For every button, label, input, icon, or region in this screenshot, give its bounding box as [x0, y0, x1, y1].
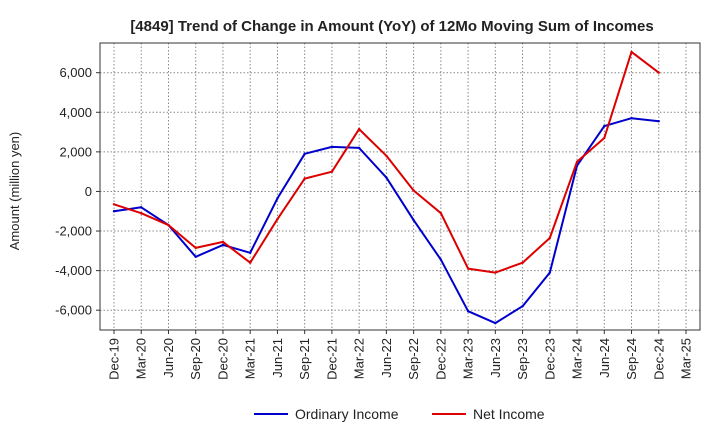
- chart-title: [4849] Trend of Change in Amount (YoY) o…: [130, 18, 653, 35]
- y-tick-label: 2,000: [59, 144, 92, 159]
- data-point-net-income: [221, 240, 225, 244]
- data-point-net-income: [521, 261, 524, 264]
- y-axis-label: Amount (million yen): [7, 132, 22, 251]
- data-point-net-income: [303, 177, 306, 180]
- data-point-net-income: [140, 212, 143, 215]
- data-point-ordinary-income: [494, 321, 497, 325]
- data-point-ordinary-income: [112, 210, 116, 213]
- data-point-net-income: [112, 203, 116, 206]
- data-point-net-income: [385, 154, 388, 158]
- y-axis-ticks: -6,000 -4,000 -2,000 0 2,000 4,000 6,000: [55, 65, 100, 318]
- data-point-ordinary-income: [630, 117, 633, 120]
- x-tick-label: Dec-23: [542, 338, 557, 380]
- data-point-ordinary-income: [603, 124, 606, 128]
- x-tick-label: Mar-25: [679, 338, 694, 379]
- grid: [100, 43, 700, 330]
- data-point-net-income: [630, 50, 633, 54]
- x-tick-label: Sep-22: [406, 338, 421, 380]
- data-point-net-income: [167, 223, 170, 227]
- data-point-net-income: [412, 189, 415, 192]
- x-tick-label: Jun-21: [270, 338, 285, 378]
- data-point-net-income: [494, 271, 497, 274]
- data-point-ordinary-income: [357, 146, 361, 150]
- x-tick-label: Dec-22: [433, 338, 448, 380]
- x-tick-label: Sep-23: [515, 338, 530, 380]
- data-point-ordinary-income: [548, 271, 552, 274]
- x-tick-label: Jun-23: [488, 338, 503, 378]
- legend: Ordinary Income Net Income: [254, 406, 545, 422]
- data-point-ordinary-income: [194, 255, 197, 258]
- y-tick-label: 0: [85, 184, 92, 199]
- data-point-ordinary-income: [439, 258, 443, 261]
- x-tick-label: Sep-24: [624, 338, 639, 380]
- plot-frame: [99, 42, 701, 331]
- data-point-net-income: [194, 246, 197, 250]
- x-tick-label: Mar-23: [461, 338, 476, 379]
- data-point-ordinary-income: [276, 197, 279, 200]
- x-tick-label: Mar-21: [243, 338, 258, 379]
- data-point-net-income: [276, 217, 279, 221]
- x-tick-label: Dec-20: [215, 338, 230, 380]
- x-tick-label: Sep-20: [188, 338, 203, 380]
- x-axis-ticks: Dec-19 Mar-20 Jun-20 Sep-20 Dec-20 Mar-21 Jun-…: [107, 330, 694, 380]
- data-point-net-income: [466, 267, 470, 270]
- data-point-ordinary-income: [221, 243, 225, 247]
- x-tick-label: Sep-21: [297, 338, 312, 380]
- data-point-ordinary-income: [657, 119, 660, 123]
- series-lines: [112, 50, 660, 325]
- x-tick-label: Mar-22: [352, 338, 367, 379]
- x-tick-label: Jun-24: [597, 338, 612, 378]
- data-point-net-income: [548, 236, 552, 240]
- data-point-net-income: [357, 127, 361, 131]
- data-point-net-income: [657, 71, 660, 74]
- y-tick-label: -4,000: [55, 263, 92, 278]
- data-point-ordinary-income: [330, 145, 334, 149]
- data-point-net-income: [439, 212, 443, 215]
- x-tick-label: Dec-21: [324, 338, 339, 380]
- data-point-ordinary-income: [303, 152, 306, 156]
- legend-item-ordinary-income: Ordinary Income: [254, 406, 399, 422]
- x-tick-label: Mar-20: [134, 338, 149, 379]
- y-tick-label: -2,000: [55, 224, 92, 239]
- data-point-net-income: [603, 136, 606, 140]
- x-tick-label: Jun-20: [161, 338, 176, 378]
- data-point-ordinary-income: [248, 251, 252, 255]
- x-tick-label: Jun-22: [379, 338, 394, 378]
- y-tick-label: -6,000: [55, 303, 92, 318]
- data-point-net-income: [330, 170, 334, 173]
- data-point-ordinary-income: [385, 176, 388, 179]
- legend-item-net-income: Net Income: [432, 406, 545, 422]
- data-point-net-income: [248, 261, 252, 264]
- y-tick-label: 6,000: [59, 65, 92, 80]
- data-point-ordinary-income: [521, 305, 524, 308]
- x-tick-label: Mar-24: [570, 338, 585, 379]
- y-tick-label: 4,000: [59, 105, 92, 120]
- legend-label-ordinary-income: Ordinary Income: [295, 406, 399, 422]
- data-point-ordinary-income: [466, 309, 470, 313]
- x-tick-label: Dec-24: [651, 338, 666, 380]
- x-tick-label: Dec-19: [107, 338, 122, 380]
- legend-label-net-income: Net Income: [473, 406, 545, 422]
- data-point-net-income: [575, 160, 579, 163]
- data-point-ordinary-income: [412, 218, 415, 222]
- data-point-ordinary-income: [140, 206, 143, 209]
